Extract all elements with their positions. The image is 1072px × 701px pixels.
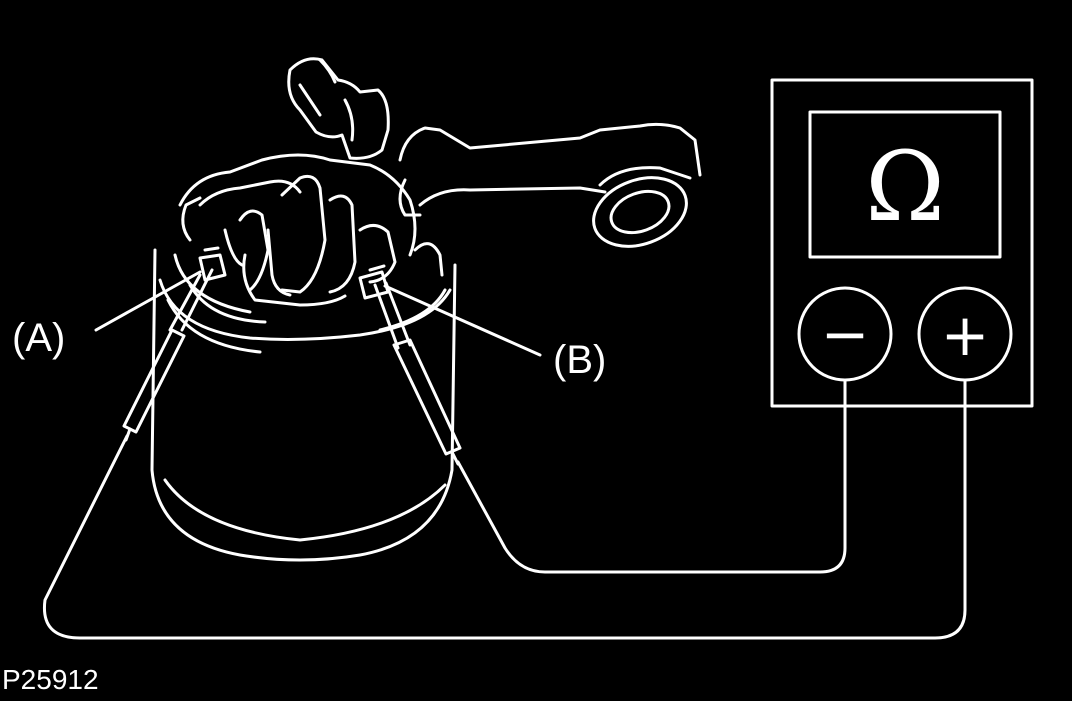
stator-housing — [150, 248, 457, 562]
negative-symbol: − — [820, 300, 870, 368]
lead-wire-a — [42, 378, 967, 640]
label-probe-b: (B) — [553, 338, 607, 382]
label-probe-a: (A) — [12, 316, 66, 360]
ohm-symbol: Ω — [865, 131, 945, 243]
upper-plug — [287, 57, 390, 160]
winding-assembly — [178, 153, 444, 307]
leader-line-b — [383, 284, 542, 357]
terminal-a — [198, 246, 227, 282]
side-cable — [398, 122, 702, 248]
probe-b — [373, 281, 462, 466]
lead-wires — [42, 378, 967, 640]
figure-id: P25912 — [2, 664, 99, 695]
lead-wire-b — [456, 378, 847, 574]
positive-symbol: + — [940, 301, 990, 369]
meter-display — [808, 110, 1002, 259]
leader-line-a — [94, 270, 202, 332]
